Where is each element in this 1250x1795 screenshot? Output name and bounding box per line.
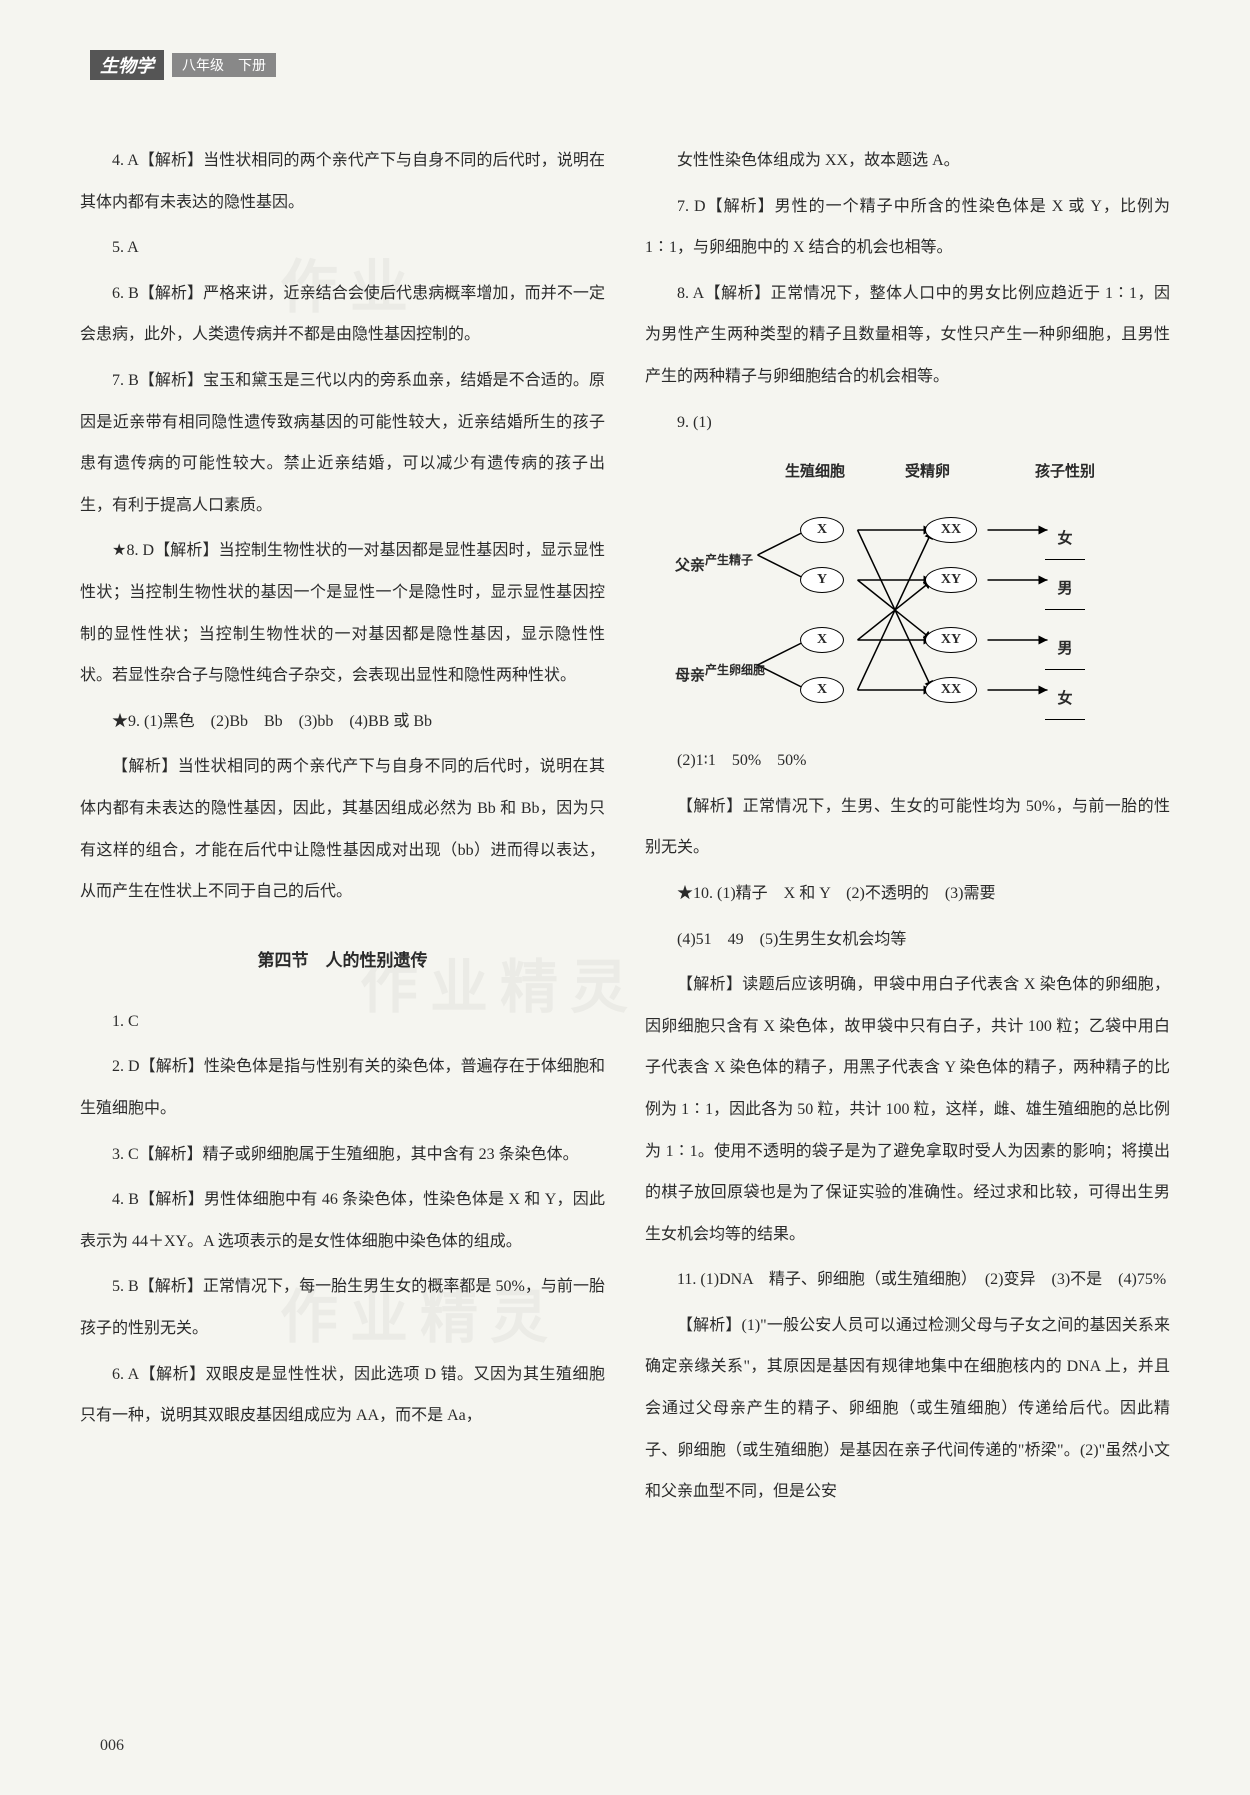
paragraph: 9. (1) [645,402,1170,444]
paragraph: 5. B【解析】正常情况下，每一胎生男生女的概率都是 50%，与前一胎孩子的性别… [80,1266,605,1349]
paragraph: 5. A [80,227,605,269]
col-header-zygote: 受精卵 [905,453,1035,492]
diagram-body: 父亲产生精子 母亲产生卵细胞 X Y X X XX XY XY XX 女 男 男… [675,500,1170,720]
col-header-sex: 孩子性别 [1035,453,1125,492]
grade-badge: 八年级 下册 [172,53,276,77]
paragraph: 6. A【解析】双眼皮是显性性状，因此选项 D 错。又因为其生殖细胞只有一种，说… [80,1354,605,1437]
main-content: 4. A【解析】当性状相同的两个亲代产下与自身不同的后代时，说明在其体内都有未表… [80,140,1170,1517]
paragraph: 4. B【解析】男性体细胞中有 46 条染色体，性染色体是 X 和 Y，因此表示… [80,1179,605,1262]
paragraph: 3. C【解析】精子或卵细胞属于生殖细胞，其中含有 23 条染色体。 [80,1134,605,1176]
subject-badge: 生物学 [90,50,164,80]
gamete-node: Y [800,567,844,593]
sex-label: 男 [1045,570,1085,610]
paragraph: 女性性染色体组成为 XX，故本题选 A。 [645,140,1170,182]
zygote-node: XX [925,677,977,703]
gamete-node: X [800,677,844,703]
paragraph: 8. A【解析】正常情况下，整体人口中的男女比例应趋近于 1∶1，因为男性产生两… [645,273,1170,398]
left-column: 4. A【解析】当性状相同的两个亲代产下与自身不同的后代时，说明在其体内都有未表… [80,140,605,1517]
paragraph: 7. B【解析】宝玉和黛玉是三代以内的旁系血亲，结婚是不合适的。原因是近亲带有相… [80,360,605,526]
paragraph: 【解析】正常情况下，生男、生女的可能性均为 50%，与前一胎的性别无关。 [645,786,1170,869]
right-column: 女性性染色体组成为 XX，故本题选 A。7. D【解析】男性的一个精子中所含的性… [645,140,1170,1517]
paragraph: 11. (1)DNA 精子、卵细胞（或生殖细胞） (2)变异 (3)不是 (4)… [645,1259,1170,1301]
paragraph: ★8. D【解析】当控制生物性状的一对基因都是显性基因时，显示显性性状；当控制生… [80,530,605,696]
section-title: 第四节 人的性别遗传 [80,939,605,983]
paragraph: 4. A【解析】当性状相同的两个亲代产下与自身不同的后代时，说明在其体内都有未表… [80,140,605,223]
zygote-node: XX [925,517,977,543]
paragraph: 【解析】当性状相同的两个亲代产下与自身不同的后代时，说明在其体内都有未表达的隐性… [80,746,605,912]
paragraph: ★9. (1)黑色 (2)Bb Bb (3)bb (4)BB 或 Bb [80,701,605,743]
paragraph: (4)51 49 (5)生男生女机会均等 [645,919,1170,961]
col-header-gamete: 生殖细胞 [785,453,905,492]
paragraph: (2)1∶1 50% 50% [645,740,1170,782]
zygote-node: XY [925,567,977,593]
sex-label: 女 [1045,680,1085,720]
paragraph: 2. D【解析】性染色体是指与性别有关的染色体，普遍存在于体细胞和生殖细胞中。 [80,1046,605,1129]
paragraph: 【解析】(1)"一般公安人员可以通过检测父母与子女之间的基因关系来确定亲缘关系"… [645,1305,1170,1513]
page-number: 006 [100,1737,124,1755]
inheritance-diagram: 生殖细胞 受精卵 孩子性别 [675,453,1170,720]
diagram-headers: 生殖细胞 受精卵 孩子性别 [785,453,1170,492]
paragraph: ★10. (1)精子 X 和 Y (2)不透明的 (3)需要 [645,873,1170,915]
sex-label: 女 [1045,520,1085,560]
paragraph: 7. D【解析】男性的一个精子中所含的性染色体是 X 或 Y，比例为 1∶1，与… [645,186,1170,269]
paragraph: 1. C [80,1001,605,1043]
sex-label: 男 [1045,630,1085,670]
paragraph: 【解析】读题后应该明确，甲袋中用白子代表含 X 染色体的卵细胞，因卵细胞只含有 … [645,964,1170,1255]
page-header: 生物学 八年级 下册 [90,50,276,80]
paragraph: 6. B【解析】严格来讲，近亲结合会使后代患病概率增加，而并不一定会患病，此外，… [80,273,605,356]
father-label: 父亲产生精子 [675,545,753,586]
gamete-node: X [800,517,844,543]
mother-label: 母亲产生卵细胞 [675,655,765,696]
zygote-node: XY [925,627,977,653]
gamete-node: X [800,627,844,653]
